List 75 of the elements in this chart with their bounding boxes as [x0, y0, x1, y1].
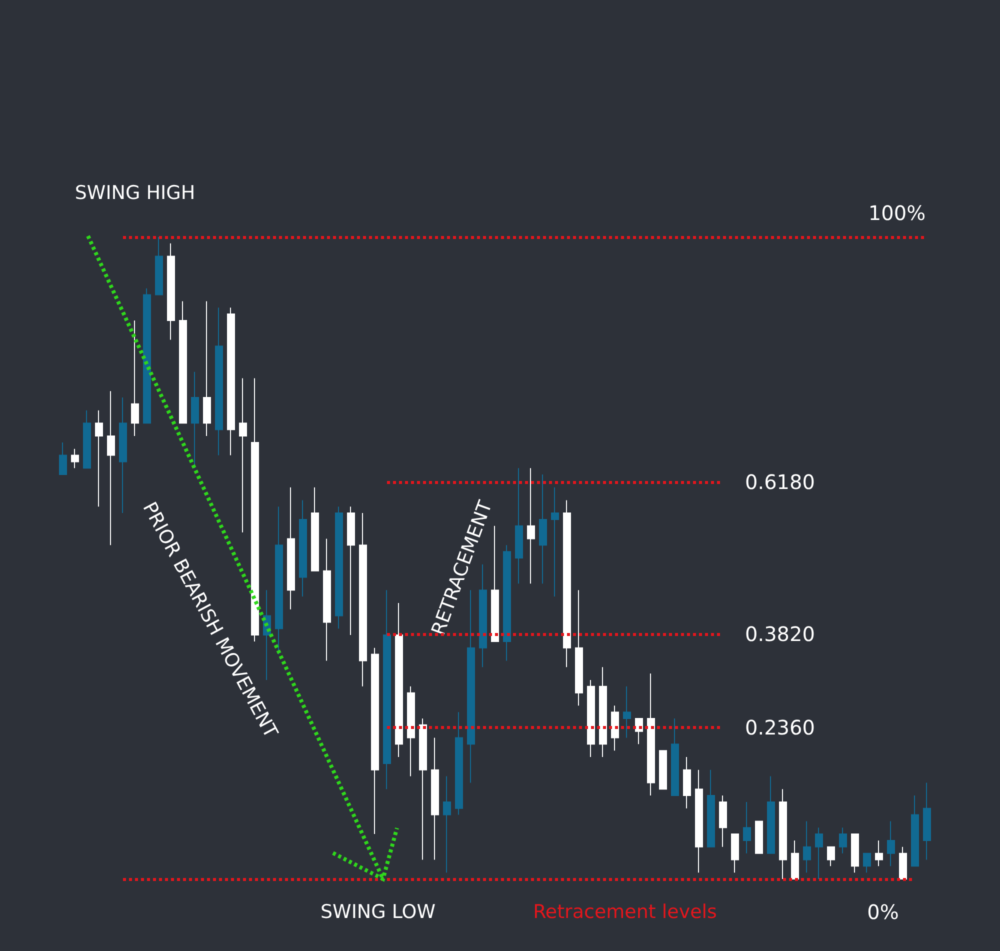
candlestick — [239, 378, 247, 533]
candlestick — [755, 820, 763, 854]
candlestick — [335, 506, 343, 630]
candlestick — [395, 602, 403, 758]
candlestick — [911, 795, 919, 867]
candlestick — [695, 769, 703, 874]
candlestick — [563, 500, 571, 668]
candlestick — [59, 442, 67, 476]
candlestick — [227, 307, 235, 456]
candlestick — [575, 590, 583, 706]
candlestick — [803, 820, 811, 874]
candlestick — [671, 718, 679, 796]
candlestick — [827, 846, 835, 867]
candlestick — [131, 320, 139, 437]
candlestick — [371, 647, 379, 835]
candlestick — [539, 474, 547, 584]
candlestick — [107, 390, 115, 546]
candlestick — [179, 300, 187, 424]
candlestick — [647, 673, 655, 796]
candlestick — [191, 371, 199, 469]
candlestick — [503, 544, 511, 662]
candlestick — [839, 827, 847, 854]
candlestick — [875, 840, 883, 867]
candlestick — [431, 737, 439, 860]
candlestick — [683, 756, 691, 809]
candlestick — [923, 782, 931, 860]
candlestick — [659, 750, 667, 790]
candlestick — [611, 705, 619, 752]
candlestick — [731, 834, 739, 874]
candlestick — [719, 795, 727, 848]
ref-line-label: 0% — [867, 900, 899, 924]
ref-line-label: 0.2360 — [745, 715, 815, 740]
candlestick — [347, 506, 355, 636]
candlestick — [815, 827, 823, 880]
candlestick — [323, 538, 331, 662]
text: SWING HIGH — [74, 182, 196, 204]
candlestick — [155, 236, 163, 296]
candlestick — [215, 307, 223, 456]
candlestick — [359, 512, 367, 687]
candlestick — [623, 686, 631, 738]
candlestick — [71, 448, 79, 469]
candlestick — [143, 288, 151, 424]
candlestick — [419, 718, 427, 860]
candlestick — [587, 679, 595, 758]
candlestick — [95, 410, 103, 508]
candlestick — [311, 486, 319, 572]
candlestick — [887, 820, 895, 867]
ref-line-label: 0.6180 — [745, 470, 815, 494]
text: Retracement levels — [533, 901, 717, 923]
candlestick — [551, 486, 559, 598]
candlestick — [599, 666, 607, 758]
candlestick — [287, 486, 295, 610]
candlestick — [515, 468, 523, 584]
candlestick — [779, 788, 787, 880]
candlestick — [443, 776, 451, 874]
candlestick — [791, 840, 799, 880]
candlestick — [767, 776, 775, 854]
candlestick — [527, 468, 535, 584]
ref-line-label: 100% — [868, 201, 926, 225]
candlestick — [455, 712, 463, 816]
candlestick — [743, 801, 751, 854]
candlestick — [491, 525, 499, 642]
candlestick — [83, 410, 91, 469]
candlestick — [299, 500, 307, 598]
text: SWING LOW — [320, 901, 436, 923]
candlestick — [203, 300, 211, 437]
candlestick — [851, 834, 859, 874]
candlestick — [899, 846, 907, 880]
candlestick — [707, 769, 715, 848]
candlestick — [167, 242, 175, 340]
candlestick — [407, 686, 415, 777]
candlestick — [863, 852, 871, 874]
candlestick — [383, 590, 391, 790]
ref-line-label: 0.3820 — [745, 622, 815, 646]
candlestick — [119, 397, 127, 514]
